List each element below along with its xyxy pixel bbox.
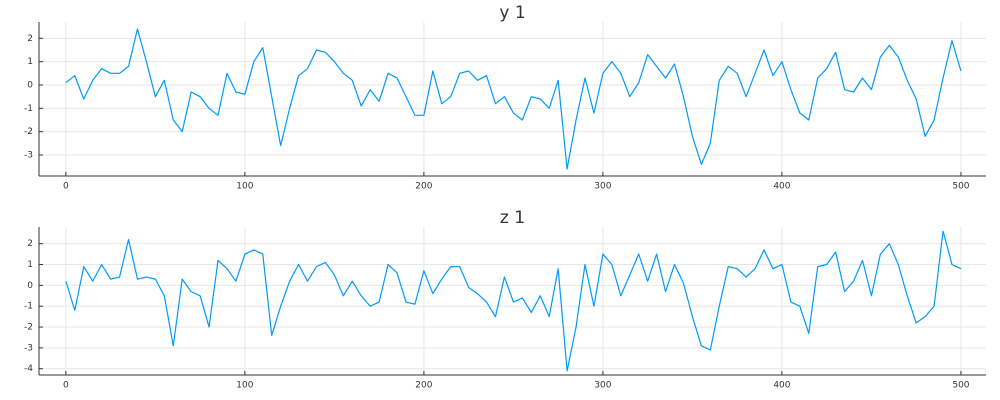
series-line — [65, 230, 962, 372]
x-tick-label: 200 — [415, 182, 432, 192]
y-tick-label: -2 — [24, 127, 33, 137]
y-tick-label: 2 — [27, 239, 33, 249]
x-tick-label: 0 — [63, 182, 69, 192]
y-tick-label: 1 — [27, 57, 33, 67]
y-tick-label: -1 — [24, 302, 33, 312]
y-tick-label: -4 — [24, 364, 33, 374]
x-tick-label: 200 — [415, 381, 432, 391]
x-tick-label: 300 — [594, 381, 611, 391]
y-tick-label: -1 — [24, 104, 33, 114]
chart-title: y 1 — [499, 3, 525, 23]
y-tick-label: 2 — [27, 34, 33, 44]
x-tick-label: 500 — [952, 381, 969, 391]
y-tick-label: 1 — [27, 260, 33, 270]
series-line — [65, 28, 962, 170]
y-tick-label: 0 — [27, 81, 33, 91]
x-tick-label: 400 — [773, 381, 790, 391]
x-tick-label: 500 — [952, 182, 969, 192]
y-tick-label: -3 — [24, 151, 33, 161]
x-tick-label: 100 — [236, 381, 253, 391]
y-tick-label: -3 — [24, 343, 33, 353]
y-tick-label: -2 — [24, 323, 33, 333]
x-tick-label: 100 — [236, 182, 253, 192]
chart-title: z 1 — [500, 208, 525, 228]
x-tick-label: 400 — [773, 182, 790, 192]
x-tick-label: 300 — [594, 182, 611, 192]
x-tick-label: 0 — [63, 381, 69, 391]
y-tick-label: 0 — [27, 281, 33, 291]
